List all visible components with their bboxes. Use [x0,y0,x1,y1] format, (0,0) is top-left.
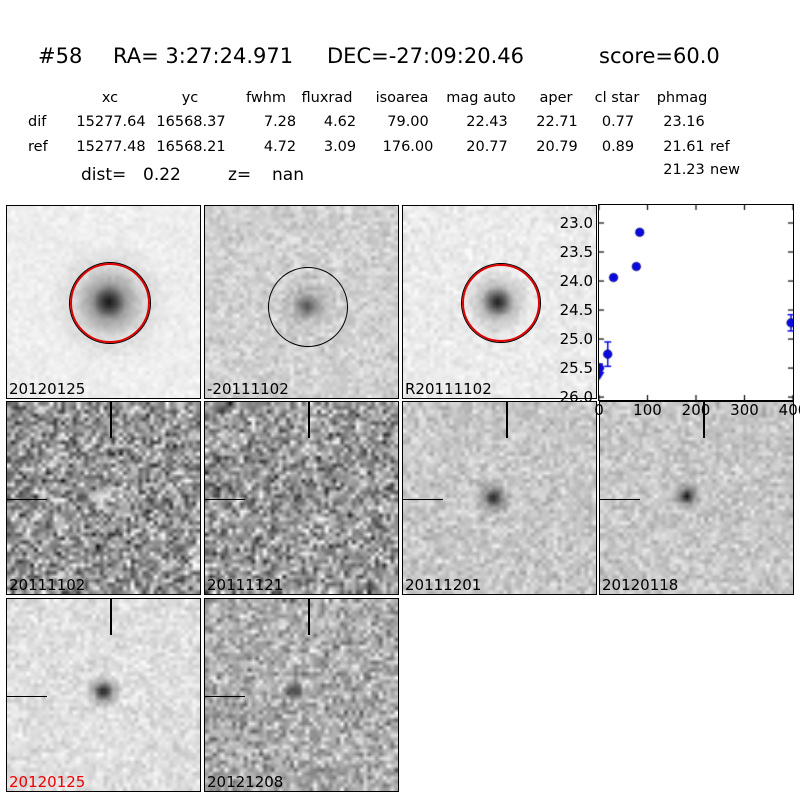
table-header-cell: aper [539,90,573,106]
cutout-image [7,599,200,791]
dist-label: dist= [81,165,127,185]
crosshair-tick-vertical [308,599,310,635]
panel-label: 20121208 [207,773,284,791]
score-value: score=60.0 [599,44,720,68]
aperture-circle-red [69,263,150,343]
crosshair-tick-horizontal [600,499,640,501]
panel-label: 20120125 [9,773,86,791]
aperture-circle-red [461,264,540,342]
table-header-cell: yc [181,90,199,106]
table-cell: 0.89 [601,139,635,155]
panel-label: -20111102 [207,380,289,398]
x-tick-label: 200 [681,401,711,419]
y-tick-label: 25.5 [559,359,593,378]
z-value: nan [272,165,304,185]
cutout-panel: 20111121 [204,401,399,595]
table-cell: 176.00 [382,139,434,155]
table-row-suffix: ref [710,139,730,155]
table-cell: 4.62 [323,114,357,130]
cutout-panel: R20111102 [402,205,597,399]
table-header-cell: isoarea [375,90,429,106]
cutout-panel: -20111102 [204,205,399,399]
table-row-name: dif [28,114,47,130]
table-cell: 7.28 [263,114,297,130]
y-tick-label: 24.0 [559,272,593,291]
table-cell: 20.79 [536,139,578,155]
table-row-name: ref [28,139,48,155]
crosshair-tick-vertical [308,402,310,438]
ra-value: RA= 3:27:24.971 [113,44,294,68]
table-cell: 79.00 [387,114,429,130]
cutout-panel: 20121208 [204,598,399,792]
cutout-image [403,402,596,594]
y-tick-label: 23.0 [559,213,593,232]
crosshair-tick-horizontal [7,696,47,698]
cutout-image [7,402,200,594]
table-cell: 21.61 [663,139,705,155]
table-cell: 16568.21 [156,139,226,155]
y-tick-label: 26.0 [559,388,593,407]
table-cell: 3.09 [323,139,357,155]
cutout-image [205,402,398,594]
table-header-cell: cl star [594,90,640,106]
panel-label: 20111121 [207,576,284,594]
panel-label: 20111102 [9,576,86,594]
crosshair-tick-horizontal [403,499,443,501]
table-cell: 0.77 [601,114,635,130]
cutout-panel: 20111102 [6,401,201,595]
aperture-circle-black [268,266,349,347]
cutout-panel: 20111201 [402,401,597,595]
table-cell: 22.71 [536,114,578,130]
cutout-panel: 20120125 [6,205,201,399]
z-label: z= [228,165,252,185]
cutout-panel: 20120125 [6,598,201,792]
table-cell: 16568.37 [156,114,226,130]
y-tick-label: 23.5 [559,243,593,261]
panel-label: 20111201 [405,576,482,594]
table-extra-suffix: new [710,162,740,178]
crosshair-tick-horizontal [205,696,245,698]
table-header-cell: mag auto [446,90,516,106]
table-extra-value: 21.23 [663,162,705,178]
table-cell: 15277.64 [76,114,146,130]
cutout-panel: 20120118 [599,401,794,595]
crosshair-tick-horizontal [205,499,245,501]
aperture-circle-outline [68,262,151,344]
crosshair-tick-vertical [506,402,508,438]
table-header-cell: fwhm [245,90,287,106]
dec-value: DEC=-27:09:20.46 [327,44,524,68]
table-header-cell: xc [101,90,119,106]
cutout-image [600,402,793,594]
aperture-circle-outline [460,263,541,343]
crosshair-tick-vertical [703,402,705,438]
y-tick-label: 25.0 [559,330,593,349]
panel-label: 20120118 [602,576,679,594]
table-cell: 22.43 [466,114,508,130]
lightcurve-canvas [599,205,793,400]
table-cell: 20.77 [466,139,508,155]
panel-label: R20111102 [405,380,492,398]
x-tick-label: 0 [594,401,604,419]
table-cell: 4.72 [263,139,297,155]
table-cell: 15277.48 [76,139,146,155]
crosshair-tick-horizontal [7,499,47,501]
cutout-image [205,599,398,791]
panel-label: 20120125 [9,380,86,398]
table-cell: 23.16 [663,114,705,130]
x-tick-label: 400 [778,401,800,419]
y-tick-label: 24.5 [559,301,593,320]
dist-value: 0.22 [143,165,181,185]
candidate-id: #58 [38,44,83,68]
crosshair-tick-vertical [110,402,112,438]
x-tick-label: 300 [730,401,759,419]
table-header-cell: phmag [656,90,708,106]
x-tick-label: 100 [633,401,662,419]
table-header-cell: fluxrad [301,90,353,106]
crosshair-tick-vertical [110,599,112,635]
lightcurve-plot [598,204,794,401]
